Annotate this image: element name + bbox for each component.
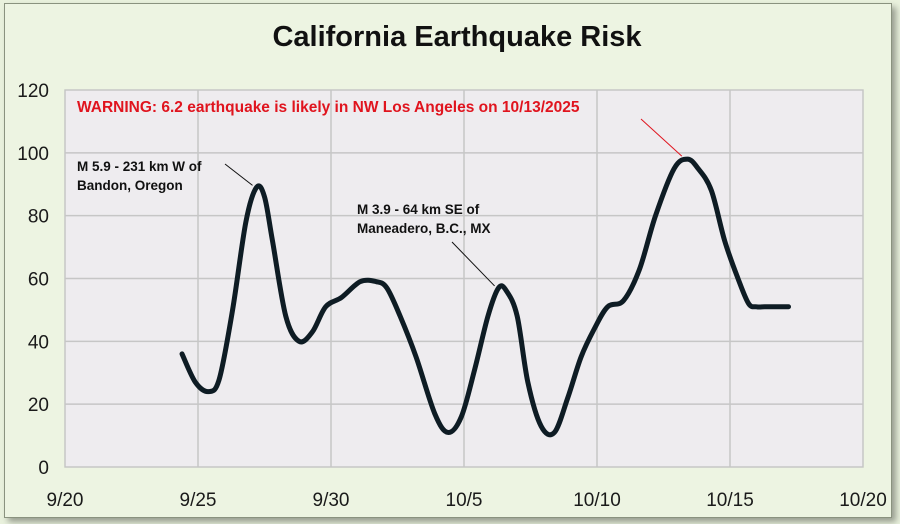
earthquake-risk-line-chart: California Earthquake Risk 0 20 40 60 80 100 1… bbox=[17, 21, 887, 511]
x-tick-label: 10/5 bbox=[446, 490, 483, 511]
annotation-text: Maneadero, B.C., MX bbox=[357, 221, 491, 236]
annotation-text: Bandon, Oregon bbox=[77, 178, 183, 193]
risk-series-line bbox=[179, 156, 792, 438]
x-tick-label: 9/30 bbox=[313, 490, 350, 511]
y-tick-label: 0 bbox=[38, 458, 49, 479]
annotation-text: M 3.9 - 64 km SE of bbox=[357, 202, 480, 217]
y-tick-label: 80 bbox=[28, 207, 49, 228]
annotation-leader-line bbox=[224, 163, 253, 186]
warning-text: WARNING: 6.2 earthquake is likely in NW … bbox=[77, 99, 580, 116]
x-tick-label: 9/20 bbox=[47, 490, 84, 511]
y-tick-label: 100 bbox=[17, 144, 49, 165]
annotation-leader-line bbox=[451, 241, 495, 287]
annotation-text: M 5.9 - 231 km W of bbox=[77, 159, 202, 174]
chart-title: California Earthquake Risk bbox=[272, 21, 642, 53]
warning-leader-line bbox=[640, 118, 683, 157]
y-tick-label: 120 bbox=[17, 81, 49, 102]
y-tick-label: 20 bbox=[28, 395, 49, 416]
chart-frame: California Earthquake Risk 0 20 40 60 80 100 1… bbox=[4, 3, 892, 518]
x-tick-label: 10/15 bbox=[706, 490, 754, 511]
x-tick-label: 10/10 bbox=[573, 490, 621, 511]
x-tick-label: 9/25 bbox=[180, 490, 217, 511]
x-tick-label: 10/20 bbox=[839, 490, 887, 511]
y-tick-label: 40 bbox=[28, 332, 49, 353]
y-tick-label: 60 bbox=[28, 270, 49, 291]
